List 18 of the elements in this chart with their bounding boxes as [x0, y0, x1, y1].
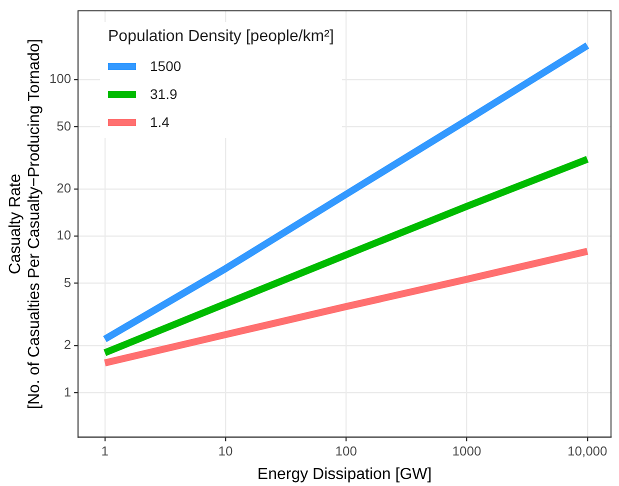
x-axis-title: Energy Dissipation [GW]: [257, 466, 432, 483]
y-tick-label: 1: [64, 384, 72, 400]
y-tick-label: 50: [56, 118, 72, 134]
x-tick-label: 1000: [452, 444, 482, 459]
y-tick-label: 2: [64, 337, 72, 352]
x-tick-label: 10,000: [567, 444, 608, 459]
y-tick-label: 5: [64, 274, 72, 290]
x-tick-label: 10: [218, 444, 233, 459]
x-tick-label: 1: [101, 444, 108, 459]
legend-title: Population Density [people/km²]: [108, 28, 334, 46]
y-tick-label: 100: [49, 71, 72, 86]
y-axis-title: Casualty Rate [No. of Casualties Per Casualty−Producing Tornado]: [7, 38, 44, 410]
legend-label: 1500: [150, 58, 182, 74]
y-tick-label: 20: [56, 180, 72, 196]
y-tick-label: 10: [56, 228, 72, 243]
x-tick-label: 100: [335, 444, 357, 459]
legend-label: 31.9: [150, 86, 178, 102]
legend-label: 1.4: [150, 114, 170, 130]
